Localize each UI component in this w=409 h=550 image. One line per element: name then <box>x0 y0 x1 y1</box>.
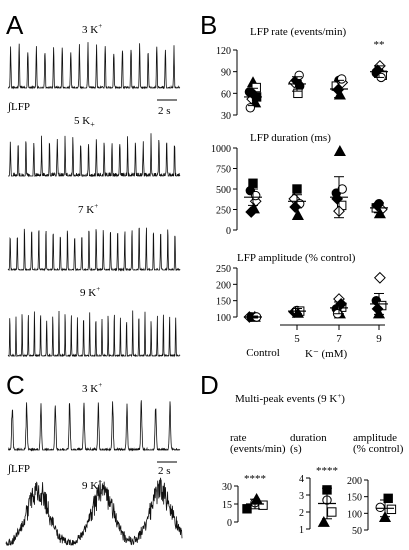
data-point <box>258 500 268 510</box>
chart-title: rate <box>230 432 247 444</box>
lfp-label-a: ∫LFP <box>7 101 30 113</box>
data-point <box>292 184 302 194</box>
lfp-trace-3k <box>7 42 181 90</box>
y-tick-label: 15 <box>222 500 232 511</box>
y-tick-label: 100 <box>216 313 231 324</box>
chart-lfp-rate: LFP rate (events/min) 30 60 90 120 ** <box>216 26 388 122</box>
y-tick-label: 2 <box>299 508 304 519</box>
chart-lfp-amplitude: LFP amplitude (% control) 100 150 200 250 Con… <box>216 252 388 360</box>
significance-label: **** <box>244 473 266 485</box>
trace-label-c2: 9 K+ <box>82 478 102 492</box>
y-tick-label: 60 <box>221 89 231 100</box>
y-tick-label: 150 <box>347 493 362 504</box>
y-tick-label: 1000 <box>211 144 231 155</box>
data-point <box>333 145 346 156</box>
trace-label-a3: 7 K+ <box>78 202 98 216</box>
y-tick-label: 3 <box>299 491 304 502</box>
y-tick-label: 500 <box>216 185 231 196</box>
data-point <box>375 502 385 513</box>
chart-title: duration <box>290 432 327 444</box>
panel-letter-a: A <box>6 10 24 40</box>
y-tick-label: 200 <box>347 476 362 487</box>
lfp-trace-5k <box>8 133 181 178</box>
data-point <box>327 507 337 517</box>
y-tick-label: 150 <box>216 297 231 308</box>
data-point <box>242 504 252 514</box>
x-tick-label: Control <box>246 347 280 359</box>
y-tick-label: 1 <box>299 525 304 536</box>
panel-a: A 3 K+ 5 K+ 7 K+ 9 K+ ∫LFP 2 s <box>6 10 181 358</box>
data-point <box>289 201 302 213</box>
chart-title: LFP duration (ms) <box>250 132 331 144</box>
x-tick-label: 7 <box>336 333 342 345</box>
y-tick-label: 4 <box>299 474 304 485</box>
chart-multipeak-rate: rate(events/min) 0 15 30 **** <box>222 432 286 529</box>
data-point <box>386 504 397 515</box>
chart-lfp-duration: LFP duration (ms) 0 250 500 750 1000 <box>211 132 388 237</box>
x-axis-label: K⁻ (mM) <box>305 348 348 360</box>
data-point <box>337 184 347 194</box>
data-point <box>245 206 258 218</box>
chart-title: (% control) <box>353 443 404 455</box>
trace-label-c1: 3 K+ <box>82 381 102 395</box>
y-tick-label: 90 <box>221 68 231 79</box>
significance-label: ** <box>374 39 385 51</box>
y-tick-label: 750 <box>216 165 231 176</box>
chart-title: LFP amplitude (% control) <box>237 252 356 264</box>
y-tick-label: 30 <box>222 482 232 493</box>
chart-multipeak-duration: duration(s) 1 2 3 4 **** <box>290 432 338 536</box>
chart-title: (events/min) <box>230 443 286 455</box>
lfp-trace-9k <box>7 310 181 358</box>
panel-letter-c: C <box>6 370 25 400</box>
burst-trace-c-9k <box>5 477 183 546</box>
lfp-label-c: ∫LFP <box>7 463 30 475</box>
y-tick-label: 50 <box>352 526 362 537</box>
y-tick-label: 250 <box>216 206 231 217</box>
trace-label-a1: 3 K+ <box>82 22 102 36</box>
trace-label-a4: 9 K+ <box>80 285 100 299</box>
scale-label-a: 2 s <box>158 105 171 117</box>
y-tick-label: 100 <box>347 509 362 520</box>
scale-label-c: 2 s <box>158 465 171 477</box>
panel-d-title: Multi-peak events (9 K+) <box>235 392 345 405</box>
lfp-trace-7k <box>7 227 181 272</box>
panel-c: C 3 K+ 2 s ∫LFP 9 K+ <box>5 370 183 546</box>
y-tick-label: 0 <box>227 518 232 529</box>
data-point <box>383 493 393 504</box>
panel-d: D Multi-peak events (9 K+) rate(events/m… <box>200 370 404 537</box>
data-point <box>337 74 347 84</box>
significance-label: **** <box>316 465 338 477</box>
x-tick-label: 9 <box>376 333 382 345</box>
y-tick-label: 120 <box>216 46 231 57</box>
data-point <box>293 88 303 99</box>
y-tick-label: 250 <box>216 264 231 275</box>
data-point <box>317 515 330 527</box>
chart-multipeak-amplitude: amplitude(% control) 50 100 150 200 <box>347 432 404 537</box>
chart-title: LFP rate (events/min) <box>250 26 346 38</box>
y-tick-label: 30 <box>221 111 231 122</box>
data-point <box>291 306 304 318</box>
data-point <box>332 83 345 96</box>
panel-letter-d: D <box>200 370 219 400</box>
data-point <box>294 70 304 80</box>
panel-letter-b: B <box>200 10 217 40</box>
y-tick-label: 0 <box>226 226 231 237</box>
trace-label-a2: 5 K+ <box>74 115 95 129</box>
chart-title: (s) <box>290 443 302 455</box>
y-tick-label: 200 <box>216 280 231 291</box>
lfp-trace-c-3k <box>8 400 181 452</box>
data-point <box>373 271 386 284</box>
chart-title: amplitude <box>353 432 397 444</box>
data-point <box>291 209 304 220</box>
x-tick-label: 5 <box>294 333 300 345</box>
